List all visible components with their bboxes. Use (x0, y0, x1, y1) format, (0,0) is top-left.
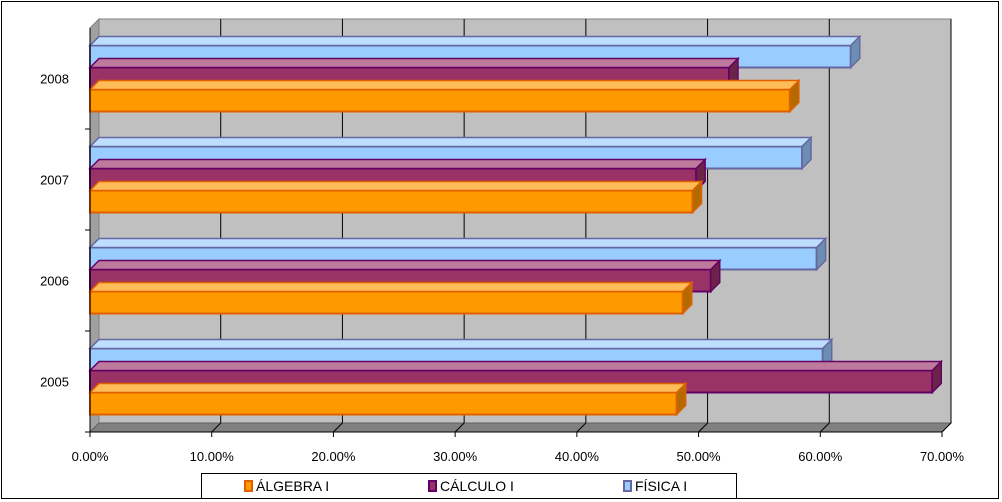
x-tick-label: 0.00% (72, 449, 109, 464)
bar-top-face (88, 382, 688, 394)
bar-top-face (88, 237, 828, 249)
bar-top-face (88, 79, 801, 91)
x-tick-label: 30.00% (433, 449, 478, 464)
legend-swatch (623, 480, 632, 492)
y-tick-labels: 2008 2007 2006 2005 (40, 72, 69, 390)
gridline (211, 422, 222, 433)
legend-label: FÍSICA I (635, 478, 688, 494)
bar-end-face (849, 34, 861, 70)
gridline (819, 422, 830, 433)
bar (89, 189, 694, 214)
legend-item: ÁLGEBRA I (244, 478, 329, 494)
legend: ÁLGEBRA I CÁLCULO I FÍSICA I (201, 473, 737, 499)
legend-swatch (244, 480, 253, 492)
bar-top-face (88, 281, 694, 293)
x-tick-label: 60.00% (798, 449, 843, 464)
gridline (576, 422, 587, 433)
legend-label: ÁLGEBRA I (256, 478, 330, 494)
bar-top-face (88, 360, 944, 372)
y-tick-label: 2006 (40, 274, 69, 289)
x-tick-label: 10.00% (190, 449, 235, 464)
bar-end-face (789, 78, 800, 114)
bar-top-face (88, 180, 704, 192)
bar-top-face (88, 158, 707, 170)
bar-top-face (88, 259, 722, 271)
legend-item: FÍSICA I (623, 478, 687, 494)
bar-top-face (88, 338, 834, 350)
x-tick-label: 20.00% (311, 449, 356, 464)
legend-label: CÁLCULO I (440, 478, 514, 494)
bar (89, 391, 678, 416)
x-tick-labels: 0.00% 10.00% 20.00% 30.00% 40.00% 50.00% 60.00… (72, 449, 965, 464)
axes (85, 28, 943, 437)
gridline (698, 422, 708, 433)
bar (89, 88, 791, 113)
bar-end-face (931, 359, 943, 395)
bar-top-face (88, 57, 740, 69)
legend-swatch (428, 480, 437, 492)
legend-item: CÁLCULO I (428, 478, 514, 494)
x-tick-label: 40.00% (555, 449, 600, 464)
bar-end-face (709, 258, 721, 294)
gridline (333, 422, 343, 433)
bar-top-face (88, 136, 813, 148)
bar-end-face (675, 381, 687, 417)
y-tick-label: 2005 (40, 375, 69, 390)
x-tick-label: 70.00% (920, 449, 965, 464)
bar-end-face (815, 236, 827, 272)
bar-top-face (88, 35, 862, 47)
bar (89, 290, 684, 315)
x-tick-label: 50.00% (677, 449, 722, 464)
bar-end-face (801, 135, 812, 171)
y-tick-label: 2007 (40, 173, 69, 188)
bar-end-face (681, 280, 693, 316)
y-tick-label: 2008 (40, 72, 69, 87)
bar-end-face (691, 179, 703, 215)
gridline (941, 422, 952, 433)
gridline (454, 422, 465, 433)
bars (88, 34, 944, 417)
